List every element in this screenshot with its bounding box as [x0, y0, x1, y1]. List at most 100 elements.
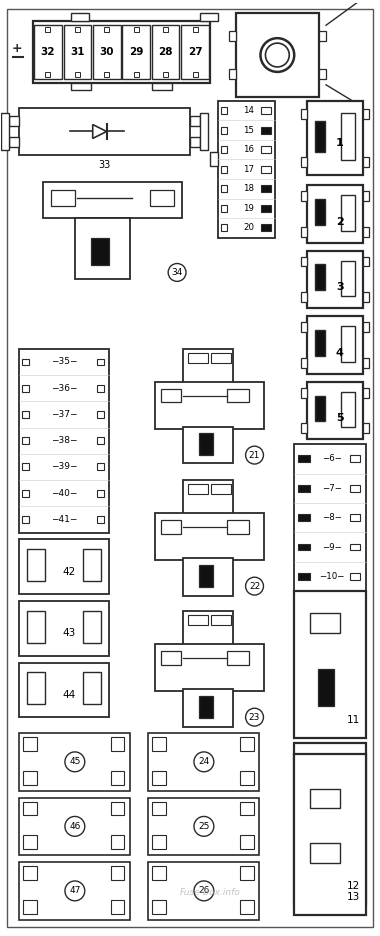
- Bar: [319, 31, 326, 41]
- Bar: [152, 83, 172, 90]
- Bar: [193, 72, 198, 77]
- Text: 44: 44: [62, 690, 76, 700]
- Bar: [91, 238, 109, 266]
- Text: −10−: −10−: [319, 572, 345, 581]
- Bar: [363, 227, 369, 237]
- Bar: [183, 480, 233, 515]
- Bar: [71, 83, 91, 90]
- Bar: [301, 157, 307, 168]
- Bar: [350, 514, 360, 521]
- Bar: [161, 651, 181, 665]
- Bar: [315, 265, 325, 290]
- Bar: [63, 25, 91, 79]
- Bar: [152, 866, 166, 880]
- Bar: [190, 138, 200, 147]
- Bar: [307, 251, 363, 308]
- Text: 16: 16: [243, 145, 254, 154]
- Text: 25: 25: [198, 822, 210, 831]
- Bar: [97, 411, 104, 418]
- Bar: [294, 743, 366, 904]
- Text: 42: 42: [62, 566, 76, 577]
- Text: 43: 43: [62, 628, 76, 638]
- Bar: [341, 195, 355, 231]
- Bar: [134, 72, 139, 77]
- Bar: [221, 225, 227, 231]
- Text: 3: 3: [336, 283, 344, 292]
- Bar: [310, 843, 340, 863]
- Bar: [341, 112, 355, 160]
- Bar: [315, 121, 325, 153]
- Bar: [199, 433, 213, 455]
- Polygon shape: [93, 124, 107, 139]
- Bar: [193, 27, 198, 32]
- Bar: [97, 463, 104, 471]
- Bar: [111, 737, 125, 751]
- Bar: [111, 770, 125, 784]
- Bar: [294, 445, 366, 592]
- Bar: [318, 832, 334, 878]
- Bar: [152, 899, 166, 914]
- Bar: [148, 733, 260, 791]
- Bar: [301, 292, 307, 302]
- Bar: [310, 768, 340, 788]
- Bar: [221, 205, 227, 212]
- Bar: [10, 115, 19, 125]
- Bar: [261, 166, 271, 172]
- Bar: [227, 388, 249, 402]
- Bar: [301, 358, 307, 368]
- Bar: [200, 112, 208, 151]
- Bar: [221, 146, 227, 154]
- Bar: [23, 737, 37, 751]
- Bar: [23, 770, 37, 784]
- Bar: [363, 256, 369, 267]
- Text: −38−: −38−: [51, 436, 77, 446]
- Bar: [310, 613, 340, 633]
- Bar: [22, 411, 29, 418]
- Bar: [240, 770, 253, 784]
- Bar: [240, 866, 253, 880]
- Bar: [83, 611, 101, 643]
- Bar: [307, 382, 363, 439]
- Text: 45: 45: [69, 757, 81, 767]
- Text: 12: 12: [347, 881, 360, 891]
- Bar: [188, 353, 208, 363]
- Bar: [298, 514, 310, 521]
- Text: 32: 32: [41, 47, 55, 57]
- Bar: [301, 423, 307, 433]
- Text: 4: 4: [336, 348, 344, 358]
- Bar: [363, 292, 369, 302]
- Bar: [298, 485, 310, 491]
- Bar: [350, 485, 360, 491]
- Bar: [221, 126, 227, 134]
- Circle shape: [65, 816, 85, 836]
- Text: 21: 21: [249, 450, 260, 460]
- Text: Fuse-Box.info: Fuse-Box.info: [179, 888, 240, 898]
- Bar: [2, 112, 10, 151]
- Bar: [211, 484, 231, 494]
- Bar: [301, 256, 307, 267]
- Bar: [294, 592, 366, 738]
- Text: 22: 22: [249, 581, 260, 591]
- Bar: [183, 349, 233, 384]
- Circle shape: [266, 43, 289, 67]
- Bar: [152, 25, 179, 79]
- Text: 31: 31: [70, 47, 85, 57]
- Bar: [71, 13, 89, 22]
- Bar: [22, 437, 29, 445]
- Bar: [161, 388, 181, 402]
- Bar: [261, 225, 271, 231]
- Bar: [45, 27, 51, 32]
- Bar: [301, 227, 307, 237]
- Bar: [199, 565, 213, 587]
- Bar: [23, 801, 37, 815]
- Bar: [22, 358, 29, 365]
- Bar: [19, 733, 130, 791]
- Bar: [97, 385, 104, 391]
- Bar: [294, 753, 366, 914]
- Bar: [19, 797, 130, 856]
- Bar: [134, 27, 139, 32]
- Bar: [363, 191, 369, 201]
- Bar: [152, 770, 166, 784]
- Bar: [23, 866, 37, 880]
- Bar: [363, 358, 369, 368]
